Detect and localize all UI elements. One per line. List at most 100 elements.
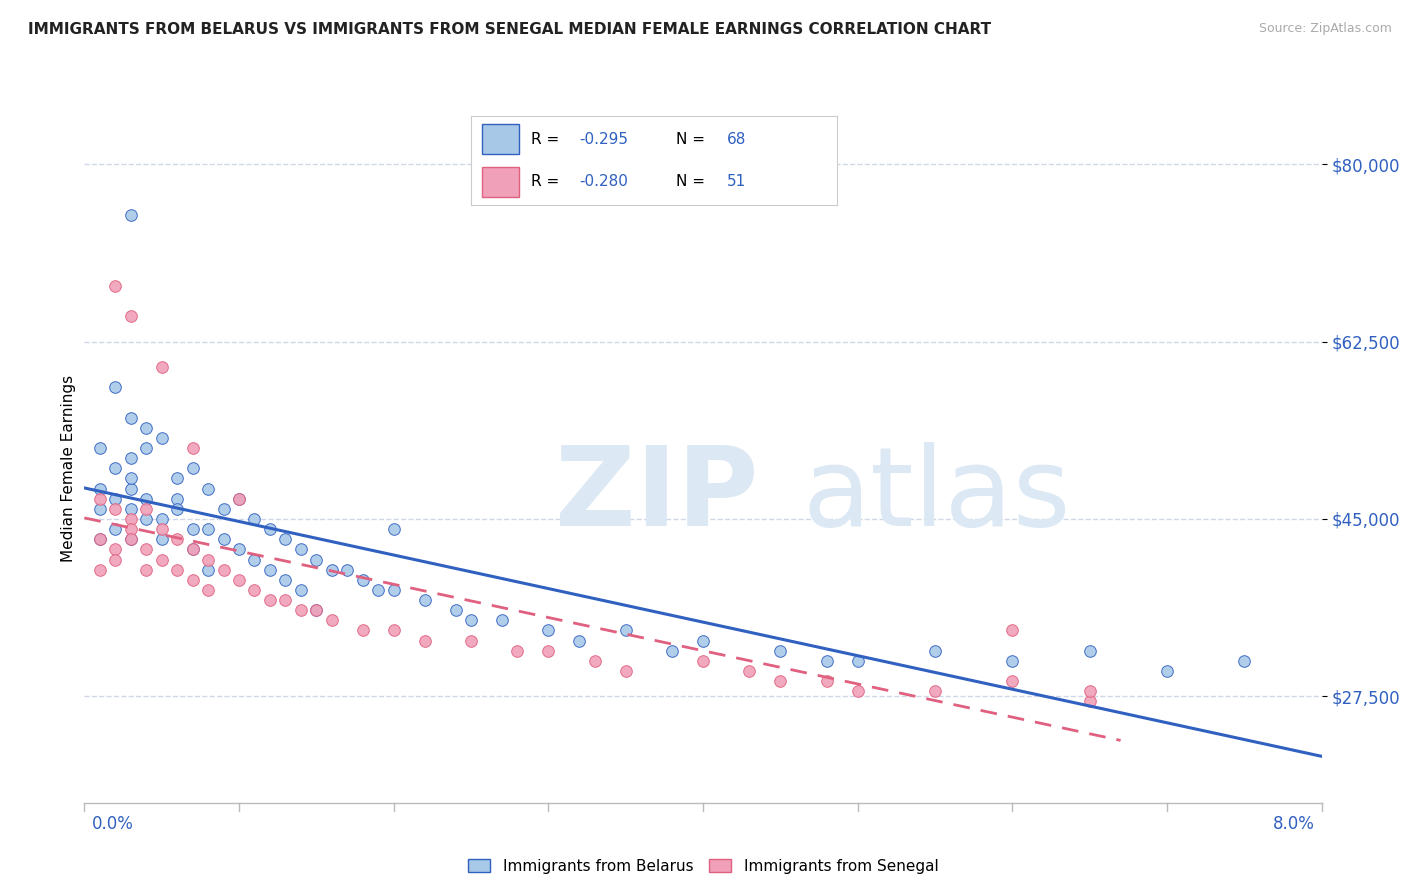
Point xyxy=(1233,654,1256,668)
Text: 51: 51 xyxy=(727,175,747,189)
FancyBboxPatch shape xyxy=(482,124,519,154)
Point xyxy=(104,278,127,293)
Point xyxy=(506,644,529,658)
Point xyxy=(181,441,204,455)
Point xyxy=(228,542,250,557)
Text: R =: R = xyxy=(531,175,564,189)
Point xyxy=(924,644,946,658)
Point xyxy=(104,522,127,536)
Point xyxy=(460,633,482,648)
Point xyxy=(120,471,142,485)
Point xyxy=(769,644,792,658)
Y-axis label: Median Female Earnings: Median Female Earnings xyxy=(60,375,76,562)
Point xyxy=(243,582,266,597)
Point xyxy=(135,501,157,516)
Point xyxy=(104,461,127,475)
Text: -0.280: -0.280 xyxy=(579,175,627,189)
Point xyxy=(1001,674,1024,689)
Point xyxy=(815,654,838,668)
Point xyxy=(692,633,714,648)
Point xyxy=(181,542,204,557)
Point xyxy=(120,410,142,425)
Point xyxy=(321,613,343,627)
Point xyxy=(692,654,714,668)
Point xyxy=(212,563,235,577)
Point xyxy=(274,573,297,587)
Point xyxy=(197,552,219,566)
Point xyxy=(444,603,467,617)
Point xyxy=(89,482,111,496)
Point xyxy=(305,603,328,617)
Point xyxy=(120,522,142,536)
Point xyxy=(197,582,219,597)
Point xyxy=(243,552,266,566)
Text: ZIP: ZIP xyxy=(554,442,758,549)
Point xyxy=(212,501,235,516)
Point xyxy=(150,359,173,374)
Point xyxy=(120,501,142,516)
Point xyxy=(305,552,328,566)
Point xyxy=(568,633,591,648)
Point xyxy=(336,563,359,577)
Point xyxy=(413,593,436,607)
Point xyxy=(243,512,266,526)
Point xyxy=(166,491,188,506)
Point xyxy=(305,603,328,617)
Point xyxy=(166,501,188,516)
Point xyxy=(89,533,111,547)
Text: atlas: atlas xyxy=(801,442,1070,549)
Point xyxy=(382,582,405,597)
Point xyxy=(1001,654,1024,668)
Point xyxy=(614,624,637,638)
Legend: Immigrants from Belarus, Immigrants from Senegal: Immigrants from Belarus, Immigrants from… xyxy=(461,853,945,880)
Point xyxy=(150,522,173,536)
Point xyxy=(321,563,343,577)
Text: Source: ZipAtlas.com: Source: ZipAtlas.com xyxy=(1258,22,1392,36)
Point xyxy=(846,684,869,698)
Point xyxy=(769,674,792,689)
Point xyxy=(228,491,250,506)
Point xyxy=(924,684,946,698)
Point xyxy=(290,542,312,557)
Point xyxy=(352,624,374,638)
Point xyxy=(1078,644,1101,658)
Point xyxy=(181,461,204,475)
Point xyxy=(135,441,157,455)
FancyBboxPatch shape xyxy=(482,167,519,197)
Point xyxy=(614,664,637,678)
Point xyxy=(150,533,173,547)
Point xyxy=(290,603,312,617)
Point xyxy=(259,563,281,577)
Text: 0.0%: 0.0% xyxy=(91,815,134,833)
Point xyxy=(228,491,250,506)
Point xyxy=(661,644,683,658)
Point xyxy=(181,573,204,587)
Point xyxy=(1001,624,1024,638)
Point xyxy=(120,533,142,547)
Point xyxy=(197,482,219,496)
Point xyxy=(290,582,312,597)
Point xyxy=(382,522,405,536)
Point xyxy=(104,501,127,516)
Point xyxy=(89,491,111,506)
Point xyxy=(104,552,127,566)
Text: IMMIGRANTS FROM BELARUS VS IMMIGRANTS FROM SENEGAL MEDIAN FEMALE EARNINGS CORREL: IMMIGRANTS FROM BELARUS VS IMMIGRANTS FR… xyxy=(28,22,991,37)
Point xyxy=(89,533,111,547)
Point xyxy=(120,512,142,526)
Point xyxy=(197,563,219,577)
Point xyxy=(166,563,188,577)
Point xyxy=(135,563,157,577)
Point xyxy=(135,512,157,526)
Point xyxy=(274,533,297,547)
Point xyxy=(197,522,219,536)
Point xyxy=(212,533,235,547)
Point xyxy=(181,542,204,557)
Point xyxy=(89,563,111,577)
Point xyxy=(120,208,142,222)
Text: -0.295: -0.295 xyxy=(579,132,628,146)
Text: 68: 68 xyxy=(727,132,747,146)
Point xyxy=(150,431,173,445)
Point xyxy=(352,573,374,587)
Text: 8.0%: 8.0% xyxy=(1272,815,1315,833)
Point xyxy=(166,471,188,485)
